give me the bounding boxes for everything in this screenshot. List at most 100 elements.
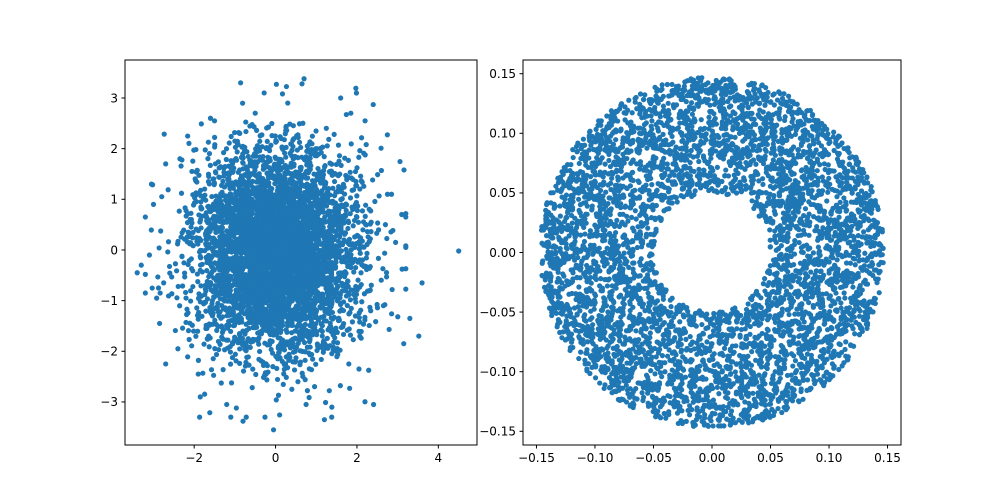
scatter-point bbox=[334, 340, 341, 346]
scatter-point bbox=[252, 316, 258, 323]
scatter-point bbox=[304, 388, 310, 394]
scatter-point bbox=[253, 294, 259, 300]
scatter-point bbox=[215, 292, 221, 298]
scatter-point bbox=[193, 198, 199, 205]
scatter-point bbox=[234, 149, 240, 155]
scatter-point bbox=[267, 322, 273, 328]
scatter-point bbox=[263, 240, 269, 246]
scatter-point bbox=[209, 298, 215, 304]
scatter-point bbox=[197, 267, 203, 273]
scatter-point bbox=[384, 235, 390, 242]
scatter-point bbox=[291, 246, 297, 252]
scatter-point bbox=[348, 110, 354, 116]
scatter-point bbox=[233, 304, 239, 310]
scatter-point bbox=[197, 394, 203, 400]
scatter-point bbox=[274, 241, 280, 247]
scatter-point bbox=[142, 290, 148, 296]
scatter-point bbox=[284, 208, 290, 214]
scatter-point bbox=[207, 308, 213, 315]
scatter-point bbox=[290, 171, 297, 177]
scatter-point bbox=[401, 341, 407, 347]
scatter-point bbox=[375, 220, 381, 226]
scatter-point bbox=[347, 211, 353, 217]
scatter-point bbox=[178, 190, 185, 196]
scatter-point bbox=[229, 340, 236, 346]
scatter-point bbox=[380, 266, 386, 272]
scatter-point bbox=[356, 366, 362, 372]
scatter-point bbox=[197, 414, 203, 420]
scatter-point bbox=[202, 291, 208, 298]
scatter-point bbox=[332, 294, 338, 300]
scatter-point bbox=[185, 354, 191, 360]
scatter-point bbox=[281, 137, 287, 143]
scatter-point bbox=[240, 342, 246, 348]
scatter-point bbox=[150, 201, 157, 207]
scatter-point bbox=[313, 321, 319, 327]
scatter-point bbox=[279, 265, 285, 272]
scatter-point bbox=[362, 152, 368, 158]
scatter-point bbox=[238, 154, 245, 160]
scatter-point bbox=[277, 412, 283, 418]
scatter-point bbox=[287, 317, 293, 323]
scatter-point bbox=[215, 159, 221, 165]
scatter-point bbox=[282, 179, 288, 185]
scatter-point bbox=[233, 259, 239, 265]
scatter-point bbox=[254, 304, 260, 310]
scatter-point bbox=[309, 133, 315, 139]
scatter-point bbox=[399, 211, 405, 218]
scatter-point bbox=[288, 261, 295, 267]
scatter-point bbox=[183, 319, 189, 326]
scatter-point bbox=[224, 401, 230, 408]
scatter-point bbox=[332, 170, 338, 177]
scatter-point bbox=[277, 179, 283, 185]
scatter-point bbox=[298, 176, 304, 183]
scatter-point bbox=[318, 356, 324, 363]
scatter-point bbox=[146, 252, 153, 258]
scatter-point bbox=[354, 287, 360, 293]
scatter-point bbox=[368, 282, 374, 288]
scatter-point bbox=[284, 290, 290, 296]
scatter-point bbox=[324, 190, 330, 196]
scatter-point bbox=[336, 153, 343, 159]
scatter-point bbox=[331, 314, 337, 320]
scatter-point bbox=[285, 170, 291, 176]
scatter-point bbox=[292, 291, 298, 297]
scatter-point bbox=[301, 76, 307, 82]
scatter-point bbox=[267, 208, 273, 214]
scatter-point bbox=[248, 181, 254, 188]
scatter-point bbox=[252, 165, 258, 171]
scatter-point bbox=[301, 332, 307, 339]
scatter-point bbox=[250, 366, 256, 372]
scatter-point bbox=[185, 211, 191, 217]
scatter-point bbox=[316, 297, 322, 304]
scatter-point bbox=[175, 238, 181, 244]
scatter-point bbox=[290, 123, 296, 129]
scatter-point bbox=[338, 95, 344, 101]
scatter-point bbox=[295, 207, 301, 213]
scatter-point bbox=[282, 275, 288, 281]
scatter-point bbox=[283, 124, 289, 131]
scatter-point bbox=[234, 292, 240, 299]
scatter-point bbox=[198, 283, 204, 289]
scatter-point bbox=[364, 288, 371, 294]
scatter-point bbox=[311, 384, 318, 390]
scatter-point bbox=[258, 214, 264, 220]
scatter-point bbox=[231, 299, 238, 305]
scatter-point bbox=[277, 317, 284, 323]
scatter-point bbox=[307, 283, 313, 289]
scatter-point bbox=[289, 386, 295, 392]
scatter-point bbox=[335, 142, 342, 148]
scatter-point bbox=[246, 325, 252, 332]
scatter-point bbox=[370, 401, 377, 408]
scatter-point bbox=[280, 381, 286, 387]
scatter-point bbox=[233, 238, 239, 244]
scatter-point bbox=[243, 128, 249, 135]
scatter-point bbox=[327, 254, 333, 261]
scatter-point bbox=[256, 185, 263, 191]
scatter-point bbox=[228, 224, 234, 230]
scatter-point bbox=[316, 227, 322, 233]
scatter-point bbox=[237, 130, 243, 137]
scatter-point bbox=[228, 414, 234, 420]
scatter-point bbox=[276, 297, 282, 303]
scatter-point bbox=[347, 195, 354, 201]
